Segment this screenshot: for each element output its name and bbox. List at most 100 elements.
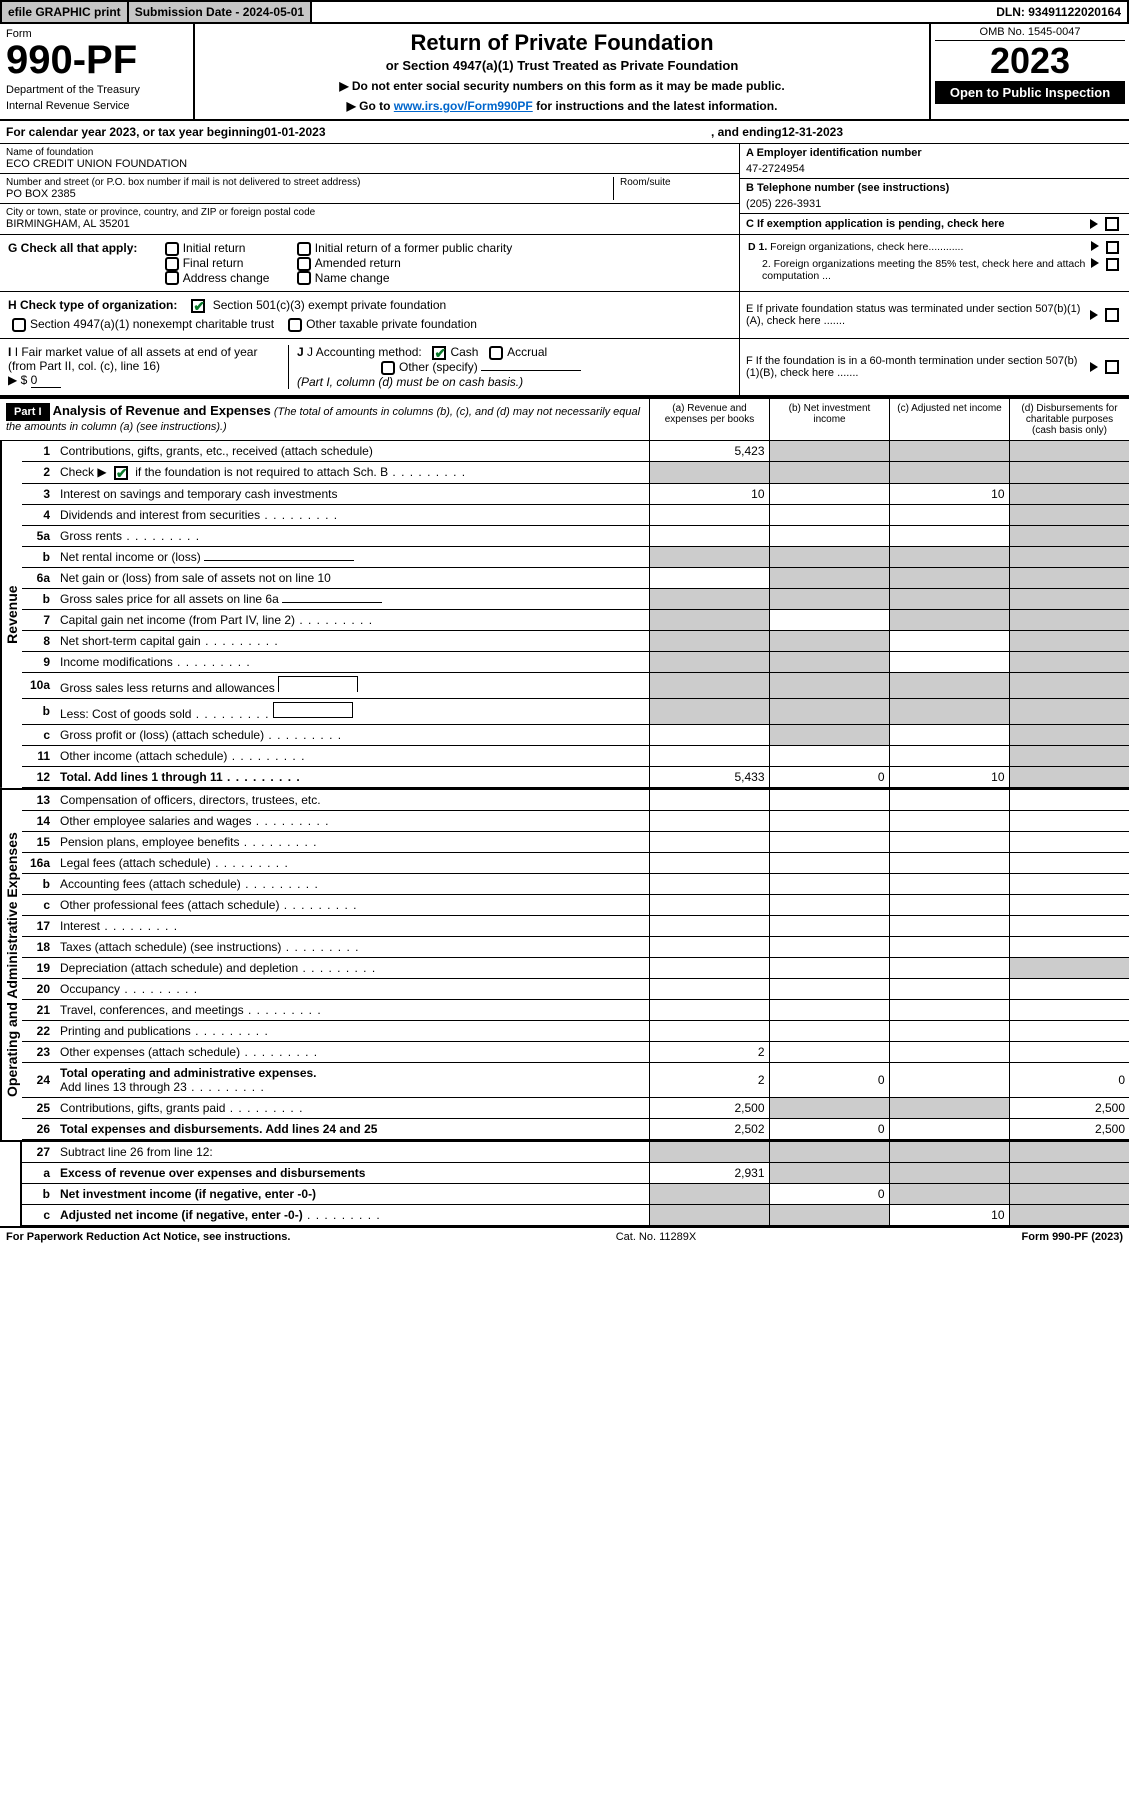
col-b-header: (b) Net investment income	[769, 399, 889, 440]
cb-accrual[interactable]	[489, 346, 503, 360]
irs-link[interactable]: www.irs.gov/Form990PF	[394, 99, 533, 113]
cb-initial-former[interactable]	[297, 242, 311, 256]
table-row: 6aNet gain or (loss) from sale of assets…	[22, 567, 1129, 588]
cb-501c3[interactable]	[191, 299, 205, 313]
table-row: 2Check ▶ if the foundation is not requir…	[22, 461, 1129, 483]
h-label: H Check type of organization:	[8, 298, 177, 312]
arrow-icon	[1090, 310, 1098, 320]
table-row: 21Travel, conferences, and meetings	[22, 999, 1129, 1020]
arrow-icon	[1090, 362, 1098, 372]
check-g-d: G Check all that apply: Initial return F…	[0, 235, 1129, 292]
line27-section: 27Subtract line 26 from line 12: aExcess…	[0, 1142, 1129, 1228]
fmv-value: 0	[31, 373, 61, 388]
table-row: 8Net short-term capital gain	[22, 630, 1129, 651]
part1-title: Analysis of Revenue and Expenses	[53, 403, 271, 418]
cb-4947[interactable]	[12, 318, 26, 332]
expenses-vlabel: Operating and Administrative Expenses	[0, 790, 22, 1140]
form-title: Return of Private Foundation	[205, 30, 919, 56]
table-row: 10aGross sales less returns and allowanc…	[22, 672, 1129, 698]
foundation-address: PO BOX 2385	[6, 188, 613, 200]
line27-table: 27Subtract line 26 from line 12: aExcess…	[22, 1142, 1129, 1226]
part1-header: Part I Analysis of Revenue and Expenses …	[0, 397, 1129, 441]
expenses-table: 13Compensation of officers, directors, t…	[22, 790, 1129, 1140]
table-row: 18Taxes (attach schedule) (see instructi…	[22, 936, 1129, 957]
dept-treasury: Department of the Treasury	[6, 84, 187, 96]
page-footer: For Paperwork Reduction Act Notice, see …	[0, 1228, 1129, 1246]
phone-label: B Telephone number (see instructions)	[746, 182, 1123, 194]
cb-schb[interactable]	[114, 466, 128, 480]
expenses-section: Operating and Administrative Expenses 13…	[0, 790, 1129, 1142]
table-row: 22Printing and publications	[22, 1020, 1129, 1041]
cb-cash[interactable]	[432, 346, 446, 360]
form-right: OMB No. 1545-0047 2023 Open to Public In…	[929, 24, 1129, 119]
revenue-section: Revenue 1Contributions, gifts, grants, e…	[0, 441, 1129, 790]
table-row: 1Contributions, gifts, grants, etc., rec…	[22, 441, 1129, 462]
table-row: 11Other income (attach schedule)	[22, 745, 1129, 766]
table-row: cGross profit or (loss) (attach schedule…	[22, 724, 1129, 745]
cb-address-change[interactable]	[165, 271, 179, 285]
table-row: 24Total operating and administrative exp…	[22, 1062, 1129, 1097]
footer-mid: Cat. No. 11289X	[290, 1231, 1021, 1243]
arrow-icon	[1091, 241, 1099, 251]
table-row: 9Income modifications	[22, 651, 1129, 672]
part1-label: Part I	[6, 403, 50, 421]
footer-right: Form 990-PF (2023)	[1022, 1231, 1124, 1243]
table-row: 5aGross rents	[22, 525, 1129, 546]
table-row: bNet investment income (if negative, ent…	[22, 1183, 1129, 1204]
cb-d1[interactable]	[1106, 241, 1119, 254]
table-row: aExcess of revenue over expenses and dis…	[22, 1162, 1129, 1183]
table-row: 16aLegal fees (attach schedule)	[22, 852, 1129, 873]
cb-final-return[interactable]	[165, 257, 179, 271]
table-row: cOther professional fees (attach schedul…	[22, 894, 1129, 915]
form-number: 990-PF	[6, 40, 187, 80]
calendar-year-row: For calendar year 2023, or tax year begi…	[0, 121, 1129, 144]
addr-label: Number and street (or P.O. box number if…	[6, 177, 613, 188]
revenue-vlabel: Revenue	[0, 441, 22, 788]
col-a-header: (a) Revenue and expenses per books	[649, 399, 769, 440]
form-note-1: ▶ Do not enter social security numbers o…	[205, 79, 919, 93]
check-i-j-f: I I Fair market value of all assets at e…	[0, 339, 1129, 397]
table-row: 20Occupancy	[22, 978, 1129, 999]
room-label: Room/suite	[620, 177, 733, 188]
c-checkbox[interactable]	[1105, 217, 1119, 231]
year-begin: 01-01-2023	[264, 125, 325, 139]
efile-label[interactable]: efile GRAPHIC print	[2, 2, 129, 22]
check-h-e: H Check type of organization: Section 50…	[0, 292, 1129, 339]
cb-other-method[interactable]	[381, 361, 395, 375]
table-row: bGross sales price for all assets on lin…	[22, 588, 1129, 609]
table-row: 26Total expenses and disbursements. Add …	[22, 1118, 1129, 1139]
top-bar: efile GRAPHIC print Submission Date - 20…	[0, 0, 1129, 24]
cb-f[interactable]	[1105, 360, 1119, 374]
cb-amended[interactable]	[297, 257, 311, 271]
table-row: 4Dividends and interest from securities	[22, 504, 1129, 525]
ein-label: A Employer identification number	[746, 147, 1123, 159]
phone-value: (205) 226-3931	[746, 194, 1123, 210]
cb-other-taxable[interactable]	[288, 318, 302, 332]
table-row: 27Subtract line 26 from line 12:	[22, 1142, 1129, 1163]
table-row: bAccounting fees (attach schedule)	[22, 873, 1129, 894]
e-label: E If private foundation status was termi…	[746, 303, 1087, 327]
g-label: G Check all that apply:	[8, 241, 137, 255]
table-row: 3Interest on savings and temporary cash …	[22, 483, 1129, 504]
cb-name-change[interactable]	[297, 271, 311, 285]
cb-initial-return[interactable]	[165, 242, 179, 256]
form-left: Form 990-PF Department of the Treasury I…	[0, 24, 195, 119]
table-row: bLess: Cost of goods sold	[22, 698, 1129, 724]
dept-irs: Internal Revenue Service	[6, 100, 187, 112]
foundation-name: ECO CREDIT UNION FOUNDATION	[6, 158, 733, 170]
footer-left: For Paperwork Reduction Act Notice, see …	[6, 1231, 290, 1243]
open-public: Open to Public Inspection	[935, 81, 1125, 104]
city-label: City or town, state or province, country…	[6, 207, 733, 218]
cb-d2[interactable]	[1106, 258, 1119, 271]
table-row: 7Capital gain net income (from Part IV, …	[22, 609, 1129, 630]
arrow-icon	[1091, 258, 1099, 268]
col-d-header: (d) Disbursements for charitable purpose…	[1009, 399, 1129, 440]
form-note-2: ▶ Go to www.irs.gov/Form990PF for instru…	[205, 99, 919, 113]
tax-year: 2023	[935, 41, 1125, 81]
table-row: 23Other expenses (attach schedule)2	[22, 1041, 1129, 1062]
year-end: 12-31-2023	[782, 125, 843, 139]
cb-e[interactable]	[1105, 308, 1119, 322]
ein-value: 47-2724954	[746, 159, 1123, 175]
table-row: 12Total. Add lines 1 through 115,433010	[22, 766, 1129, 787]
table-row: 13Compensation of officers, directors, t…	[22, 790, 1129, 811]
